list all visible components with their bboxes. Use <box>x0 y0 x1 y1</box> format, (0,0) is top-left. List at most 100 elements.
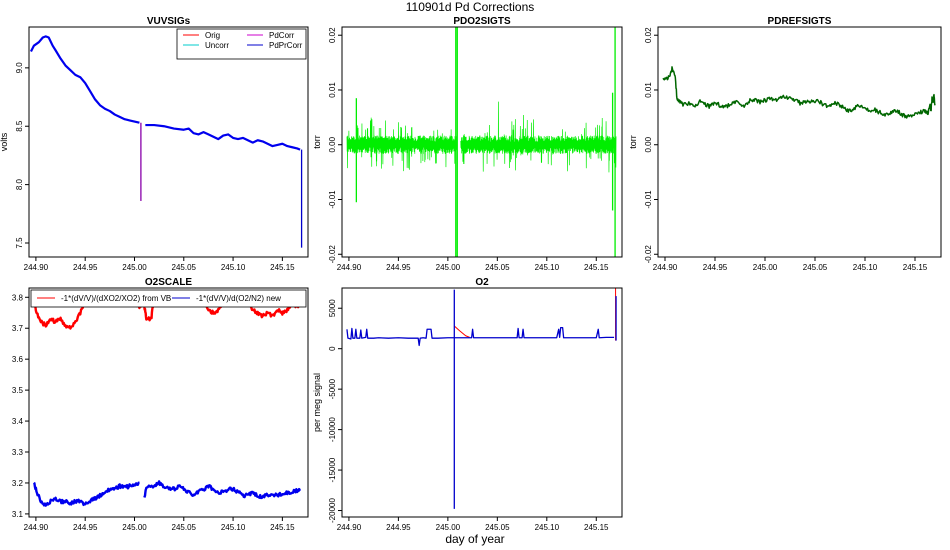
ytick-label-pdrefsigts: 0.00 <box>644 136 653 152</box>
legend-box-vuvsigs <box>176 28 307 60</box>
ytick-label-vuvsigs: 8.0 <box>15 179 24 191</box>
ytick-label-pdo2sigts: -0.02 <box>328 245 337 264</box>
xtick-label-vuvsigs: 245.00 <box>122 263 147 272</box>
figure-xlabel: day of year <box>445 532 504 546</box>
legend-label-o2scale: -1*(dV/V)/(dXO2/XO2) from VB <box>61 294 171 303</box>
ytick-label-pdo2sigts: 0.00 <box>328 136 337 152</box>
ytick-label-vuvsigs: 9.0 <box>15 62 24 74</box>
ytick-label-o2: -20000 <box>328 498 337 523</box>
xtick-label-o2: 245.10 <box>535 523 560 532</box>
legend-label-o2scale: -1*(dV/V)/d(O2/N2) new <box>196 294 281 303</box>
series-line-o2 <box>453 325 470 338</box>
legend-label-vuvsigs: PdPrCorr <box>269 41 303 50</box>
panel-pdo2sigts: PDO2SIGTS torr 244.90 244.95 245.00 245.05 245… <box>312 16 623 272</box>
plot-area-vuvsigs <box>29 35 303 248</box>
xtick-label-vuvsigs: 244.95 <box>73 263 98 272</box>
series-line-o2scale <box>32 481 140 507</box>
xtick-label-pdo2sigts: 245.15 <box>584 263 609 272</box>
xtick-label-pdo2sigts: 245.10 <box>535 263 560 272</box>
series-line-vuvsigs <box>29 35 140 124</box>
panel-title-o2: O2 <box>475 277 489 288</box>
ytick-label-o2: 0 <box>328 346 337 351</box>
xtick-label-vuvsigs: 245.15 <box>270 263 295 272</box>
xtick-label-pdo2sigts: 244.95 <box>386 263 411 272</box>
panel-o2: O2 per meg signal 244.90 244.95 245.00 245.05… <box>312 277 623 532</box>
xtick-label-pdo2sigts: 245.05 <box>485 263 510 272</box>
xtick-label-o2scale: 245.10 <box>221 523 246 532</box>
plot-frame-pdrefsigts <box>657 26 942 258</box>
xtick-label-vuvsigs: 245.05 <box>172 263 197 272</box>
series-line-vuvsigs <box>145 123 301 151</box>
ytick-label-pdo2sigts: 0.01 <box>328 82 337 98</box>
ytick-label-o2: -5000 <box>328 378 337 399</box>
series-line-o2scale <box>32 297 92 330</box>
xtick-label-o2scale: 245.00 <box>122 523 147 532</box>
xtick-label-o2: 244.90 <box>337 523 362 532</box>
plot-frame-pdo2sigts <box>341 26 623 258</box>
xtick-label-pdrefsigts: 244.95 <box>703 263 728 272</box>
ylabel-o2: per meg signal <box>312 373 322 432</box>
xtick-label-o2scale: 244.95 <box>73 523 98 532</box>
ytick-label-o2: 5000 <box>328 299 337 317</box>
legend-label-vuvsigs: PdCorr <box>269 31 295 40</box>
legend-vuvsigs: Orig PdCorr Uncorr PdPrCorr <box>176 28 307 60</box>
xtick-label-vuvsigs: 245.10 <box>221 263 246 272</box>
ytick-label-o2scale: 3.6 <box>12 355 24 364</box>
xtick-label-pdo2sigts: 245.00 <box>436 263 461 272</box>
xtick-label-pdo2sigts: 244.90 <box>337 263 362 272</box>
xtick-label-o2: 244.95 <box>386 523 411 532</box>
ytick-label-o2scale: 3.5 <box>12 386 24 395</box>
panel-title-vuvsigs: VUVSIGs <box>147 16 191 27</box>
ytick-label-pdo2sigts: -0.01 <box>328 190 337 209</box>
legend-box-o2scale <box>30 289 307 308</box>
noise-hump-pdo2sigts <box>460 140 472 146</box>
figure-title: 110901d Pd Corrections <box>406 0 535 14</box>
xtick-label-pdrefsigts: 244.90 <box>653 263 678 272</box>
noise-series-pdo2sigts <box>346 101 617 173</box>
plot-area-o2scale <box>32 297 302 507</box>
panel-title-o2scale: O2SCALE <box>145 277 193 288</box>
ytick-label-vuvsigs: 7.5 <box>15 237 24 249</box>
panel-o2scale: O2SCALE 244.90 244.95 245.00 245.05 245.10 245… <box>12 277 309 532</box>
ytick-label-o2scale: 3.4 <box>12 417 24 426</box>
xtick-label-pdrefsigts: 245.10 <box>853 263 878 272</box>
ytick-label-o2scale: 3.8 <box>12 293 24 302</box>
ylabel-vuvsigs: volts <box>0 132 9 151</box>
plot-panels: VUVSIGs volts 244.90 244.95 245.00 245.05 245.… <box>0 16 942 532</box>
ytick-label-pdo2sigts: 0.02 <box>328 27 337 43</box>
ytick-label-vuvsigs: 8.5 <box>15 120 24 132</box>
legend-label-vuvsigs: Uncorr <box>205 41 229 50</box>
xtick-label-o2scale: 245.15 <box>270 523 295 532</box>
series-line-o2scale <box>143 480 302 500</box>
panel-title-pdrefsigts: PDREFSIGTS <box>768 16 832 27</box>
xtick-label-o2scale: 245.05 <box>172 523 197 532</box>
xtick-label-vuvsigs: 244.90 <box>24 263 49 272</box>
plot-frame-o2scale <box>28 287 309 518</box>
ytick-label-pdrefsigts: -0.02 <box>644 245 653 264</box>
xtick-label-o2: 245.15 <box>584 523 609 532</box>
plot-frame-vuvsigs <box>28 26 309 258</box>
panel-pdrefsigts: PDREFSIGTS torr 244.90 244.95 245.00 245.05 24… <box>628 16 942 272</box>
ytick-label-o2: -10000 <box>328 417 337 442</box>
ytick-label-pdrefsigts: -0.01 <box>644 190 653 209</box>
ytick-label-o2scale: 3.7 <box>12 324 24 333</box>
ytick-label-pdrefsigts: 0.02 <box>644 27 653 43</box>
xtick-label-pdrefsigts: 245.05 <box>803 263 828 272</box>
plot-area-pdrefsigts <box>662 66 936 119</box>
ytick-label-pdrefsigts: 0.01 <box>644 82 653 98</box>
series-line-pdrefsigts <box>662 66 936 119</box>
xtick-label-o2: 245.05 <box>485 523 510 532</box>
xtick-label-o2: 245.00 <box>436 523 461 532</box>
ytick-label-o2scale: 3.1 <box>12 510 24 519</box>
series-line-o2 <box>346 327 615 347</box>
xtick-label-pdrefsigts: 245.15 <box>903 263 928 272</box>
legend-o2scale: -1*(dV/V)/(dXO2/XO2) from VB -1*(dV/V)/d(… <box>30 289 307 308</box>
xtick-label-pdrefsigts: 245.00 <box>753 263 778 272</box>
legend-label-vuvsigs: Orig <box>205 31 220 40</box>
panel-title-pdo2sigts: PDO2SIGTS <box>453 16 511 27</box>
xtick-label-o2scale: 244.90 <box>24 523 49 532</box>
ylabel-pdo2sigts: torr <box>312 135 322 149</box>
ytick-label-o2scale: 3.2 <box>12 479 24 488</box>
ytick-label-o2: -15000 <box>328 457 337 482</box>
